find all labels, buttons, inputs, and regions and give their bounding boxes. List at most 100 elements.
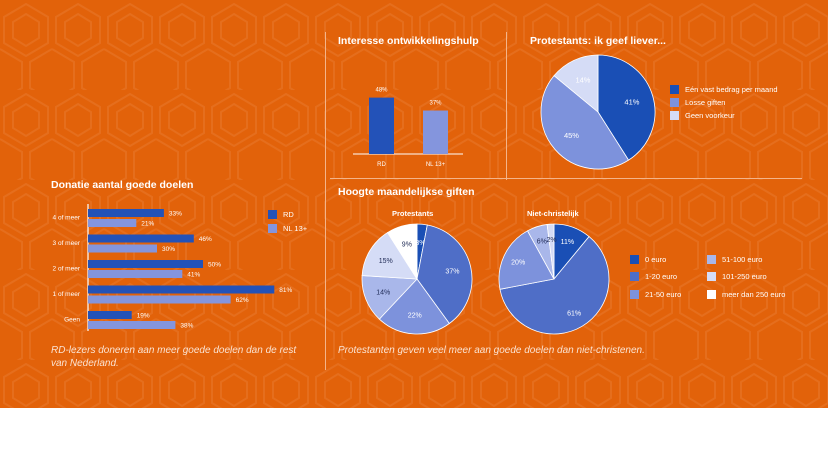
- slice-label-niet-christelijk-101-250-euro: 2%: [546, 237, 556, 244]
- hexagon-pattern: [0, 0, 828, 408]
- hoogte-title: Hoogte maandelijkse giften: [338, 186, 475, 198]
- hoogte-sub-protestants: Protestants: [392, 209, 434, 218]
- category-label-rd: RD: [377, 162, 386, 168]
- swatch-51-100-euro: [707, 255, 716, 264]
- slice-label-niet-christelijk-0-euro: 11%: [561, 239, 575, 246]
- value-label-rd: 48%: [375, 88, 388, 94]
- hoogte-legend-0-label: 0 euro: [645, 255, 667, 264]
- slice-label-niet-christelijk-51-100-euro: 6%: [537, 239, 547, 246]
- vast-swatch: [670, 85, 679, 94]
- slice-niet-christelijk-101-250-euro: [546, 223, 555, 280]
- value-label-rd-4-of-meer: 33%: [169, 211, 182, 218]
- slice-protestants-meer-dan-250-euro: [386, 223, 418, 281]
- bar-rd-4-of-meer: [88, 209, 164, 217]
- horizontal-divider: [330, 178, 802, 179]
- bar-rd-geen: [88, 311, 132, 319]
- hoogte-legend-0: 0 euro: [630, 255, 666, 264]
- value-label-rd-1-of-meer: 81%: [279, 287, 292, 294]
- losse-swatch: [670, 98, 679, 107]
- donatie-bar-chart: 4 of meer 33% 21% 3 of meer 46% 30% 2 of meer 5…: [53, 204, 293, 331]
- geef-legend-geen-label: Geen voorkeur: [685, 111, 735, 120]
- hoogte-legend-3-label: 51-100 euro: [722, 255, 763, 264]
- hoogte-legend-2-label: 21-50 euro: [645, 290, 682, 299]
- slice-label-protestants-1-20-euro: 37%: [445, 268, 459, 275]
- slice-protestants-ik-geef-liever-losse-giften: [540, 75, 630, 170]
- bar-rd-2-of-meer: [88, 260, 203, 268]
- category-label-geen: Geen: [64, 317, 80, 324]
- slice-label-protestants-meer-dan-250-euro: 9%: [402, 241, 412, 248]
- value-label-nl-13: 37%: [429, 101, 442, 107]
- hoogte-legend-4-label: 101-250 euro: [722, 272, 767, 281]
- slice-label-protestants-ik-geef-liever-e-n-vast-bedrag-per-maand: 41%: [624, 98, 639, 107]
- category-label-3-of-meer: 3 of meer: [53, 240, 81, 247]
- hoogte-legend-1-label: 1-20 euro: [645, 272, 678, 281]
- value-label-rd-geen: 19%: [137, 313, 150, 320]
- geef-legend-losse: Losse giften: [670, 98, 725, 107]
- value-label-nl-13-geen: 38%: [180, 323, 193, 330]
- hoogte-caption: Protestanten geven veel meer aan goede d…: [338, 345, 645, 356]
- slice-label-protestants-101-250-euro: 15%: [379, 258, 393, 265]
- slice-label-protestants-51-100-euro: 14%: [376, 290, 390, 297]
- slice-niet-christelijk-1-20-euro: [499, 236, 610, 335]
- slice-label-niet-christelijk-21-50-euro: 20%: [511, 259, 525, 266]
- donatie-caption: RD-lezers doneren aan meer goede doelen …: [51, 345, 297, 369]
- slice-label-protestants-0-euro: 3%: [415, 240, 425, 247]
- vertical-divider-left: [325, 32, 326, 370]
- hoogte-niet-christelijk-pie: 11% 61% 20% 6% 2%: [498, 223, 610, 335]
- value-label-nl-13-4-of-meer: 21%: [141, 221, 154, 228]
- swatch-meer-dan-250-euro: [707, 290, 716, 299]
- hoogte-sub-niet: Niet-christelijk: [527, 209, 579, 218]
- bar-nl-13-geen: [88, 321, 176, 329]
- nl-swatch: [268, 224, 277, 233]
- category-label-4-of-meer: 4 of meer: [53, 215, 81, 222]
- hoogte-legend-5-label: meer dan 250 euro: [722, 290, 786, 299]
- infographic-panel: Donatie aantal goede doelen 4 of meer 33%…: [0, 0, 828, 408]
- hoogte-protestants-pie: 3% 37% 22% 14% 15% 9%: [361, 223, 473, 335]
- slice-label-protestants-ik-geef-liever-geen-voorkeur: 14%: [575, 76, 590, 85]
- hoogte-legend-1: 1-20 euro: [630, 272, 677, 281]
- swatch-1-20-euro: [630, 272, 639, 281]
- donatie-legend-rd: RD: [268, 210, 294, 219]
- value-label-rd-3-of-meer: 46%: [199, 236, 212, 243]
- geef-legend-losse-label: Losse giften: [685, 98, 726, 107]
- category-label-nl-13: NL 13+: [426, 162, 446, 168]
- protestants-geef-pie: 41% 45% 14%: [540, 54, 656, 170]
- bar-nl-13: [423, 110, 448, 154]
- value-label-rd-2-of-meer: 50%: [208, 262, 221, 269]
- category-label-1-of-meer: 1 of meer: [53, 291, 81, 298]
- vertical-divider-top: [506, 32, 507, 180]
- geen-swatch: [670, 111, 679, 120]
- hoogte-legend-3: 51-100 euro: [707, 255, 762, 264]
- hoogte-legend-2: 21-50 euro: [630, 290, 681, 299]
- bar-rd: [369, 97, 394, 154]
- bar-rd-1-of-meer: [88, 285, 275, 294]
- slice-protestants-21-50-euro: [378, 278, 450, 335]
- donatie-title: Donatie aantal goede doelen: [51, 179, 194, 191]
- slice-protestants-1-20-euro: [416, 224, 473, 325]
- bar-nl-13-1-of-meer: [88, 295, 231, 304]
- swatch-21-50-euro: [630, 290, 639, 299]
- slice-niet-christelijk-21-50-euro: [498, 230, 555, 290]
- bar-nl-13-3-of-meer: [88, 244, 157, 253]
- hoogte-legend-4: 101-250 euro: [707, 272, 767, 281]
- donatie-legend-rd-label: RD: [283, 210, 294, 219]
- geef-legend-vast: Eén vast bedrag per maand: [670, 85, 778, 94]
- slice-protestants-101-250-euro: [361, 232, 418, 280]
- hoogte-legend-5: meer dan 250 euro: [707, 290, 785, 299]
- value-label-nl-13-1-of-meer: 62%: [236, 297, 249, 304]
- category-label-2-of-meer: 2 of meer: [53, 266, 81, 273]
- swatch-101-250-euro: [707, 272, 716, 281]
- bar-rd-3-of-meer: [88, 234, 194, 243]
- value-label-nl-13-3-of-meer: 30%: [162, 246, 175, 253]
- swatch-0-euro: [630, 255, 639, 264]
- geef-legend-vast-label: Eén vast bedrag per maand: [685, 85, 778, 94]
- bar-nl-13-2-of-meer: [88, 270, 183, 278]
- slice-label-protestants-21-50-euro: 22%: [408, 313, 422, 320]
- bar-nl-13-4-of-meer: [88, 219, 137, 227]
- donatie-legend-nl: NL 13+: [268, 224, 307, 233]
- value-label-nl-13-2-of-meer: 41%: [187, 272, 200, 279]
- interesse-title: Interesse ontwikkelingshulp: [338, 35, 479, 47]
- slice-label-protestants-ik-geef-liever-losse-giften: 45%: [564, 131, 579, 140]
- slice-label-niet-christelijk-1-20-euro: 61%: [567, 310, 581, 317]
- donatie-legend-nl-label: NL 13+: [283, 224, 308, 233]
